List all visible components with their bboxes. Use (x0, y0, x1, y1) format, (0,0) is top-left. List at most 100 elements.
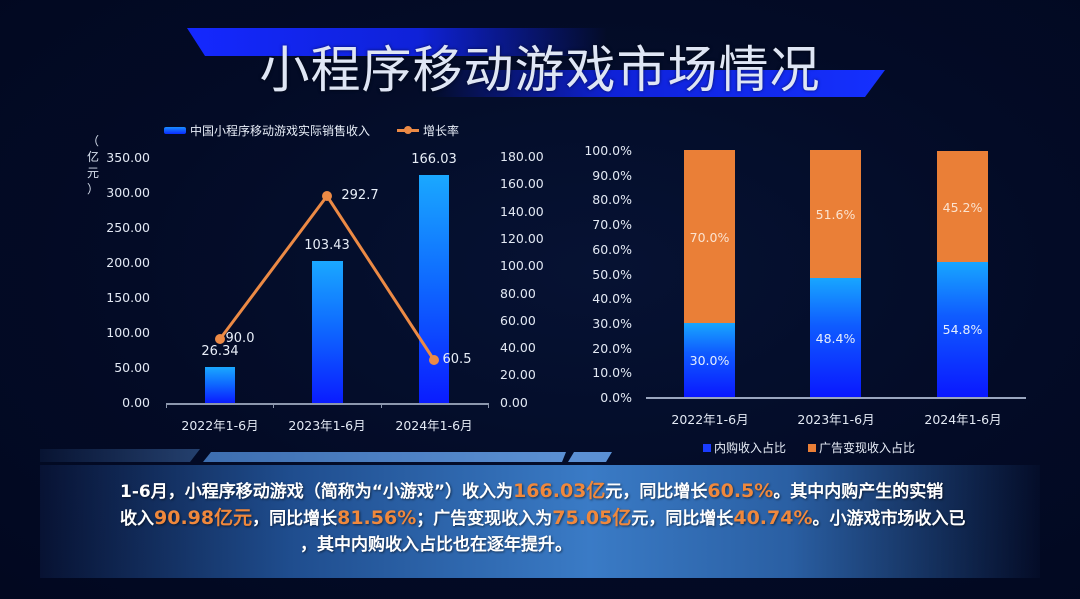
summary-line-1: 1-6月，小程序移动游戏（简称为“小游戏”）收入为166.03亿元，同比增长60… (100, 478, 980, 505)
y-tick-left: 0.00 (122, 395, 150, 410)
text: 。其中内购产生的实销 (773, 482, 944, 502)
ad-share-label: 70.0% (689, 230, 730, 245)
x-axis-label: 2024年1-6月 (924, 412, 1002, 427)
unit-char: （ (86, 134, 99, 148)
y-tick: 0.0% (600, 390, 632, 405)
y-tick-right: 40.00 (500, 340, 536, 355)
y-tick-right: 180.00 (500, 149, 544, 164)
legend-item-ad: 广告变现收入占比 (808, 439, 915, 456)
iap-share-label: 48.4% (815, 331, 856, 346)
growth-value-label: 292.7 (341, 188, 379, 203)
highlight-value: 166.03亿 (513, 480, 606, 502)
y-tick-right: 160.00 (500, 176, 544, 191)
x-axis-label: 2024年1-6月 (395, 418, 473, 433)
x-axis-label: 2022年1-6月 (671, 412, 749, 427)
y-tick-left: 350.00 (106, 150, 150, 165)
title-stripe-bottom (430, 70, 885, 97)
text: ，其中内购收入占比也在逐年提升。 (300, 535, 572, 555)
panel-deco-stripe (203, 452, 566, 462)
bar-value-label: 103.43 (304, 238, 350, 253)
x-axis-label: 2022年1-6月 (181, 418, 259, 433)
y-tick: 100.0% (584, 143, 632, 158)
summary-line-2: 收入90.98亿元，同比增长81.56%；广告变现收入为75.05亿元，同比增长… (100, 505, 980, 532)
panel-deco-stripe (568, 452, 612, 462)
text: ；广告变现收入为 (416, 509, 553, 529)
x-axis-line (646, 397, 1026, 399)
y-tick-left: 200.00 (106, 255, 150, 270)
highlight-value: 75.05亿 (552, 507, 632, 529)
y-tick-right: 0.00 (500, 395, 528, 410)
legend-item-growth: 增长率 (397, 122, 459, 139)
y-tick: 80.0% (592, 192, 632, 207)
y-tick: 30.0% (592, 316, 632, 331)
y-tick: 40.0% (592, 291, 632, 306)
y-tick: 10.0% (592, 365, 632, 380)
bar-value-label: 26.34 (201, 344, 239, 359)
ad-share-segment-2024 (937, 151, 988, 262)
text: ，同比增长 (252, 509, 338, 529)
unit-char: 元 (86, 166, 99, 180)
y-tick-right: 140.00 (500, 204, 544, 219)
summary-line-3: ，其中内购收入占比也在逐年提升。 (100, 532, 980, 558)
y-tick-left: 250.00 (106, 220, 150, 235)
growth-value-label: 90.0 (225, 331, 255, 346)
highlight-value: 40.74% (733, 507, 813, 529)
summary-panel (40, 465, 1040, 578)
x-axis-label: 2023年1-6月 (288, 418, 366, 433)
x-axis-tick (273, 403, 274, 408)
text: 。小游戏市场收入已 (812, 509, 966, 529)
iap-share-label: 54.8% (942, 322, 983, 337)
legend-item-iap: 内购收入占比 (703, 439, 786, 456)
ad-share-segment-2022 (684, 150, 735, 323)
title-stripe-top (187, 28, 607, 56)
legend-line-swatch (397, 126, 419, 134)
growth-value-label: 60.5 (442, 352, 472, 367)
y-tick-left: 300.00 (106, 185, 150, 200)
y-tick: 50.0% (592, 267, 632, 282)
ad-share-label: 45.2% (942, 200, 983, 215)
highlight-value: 81.56% (337, 507, 417, 529)
panel-deco-stripe (40, 449, 200, 462)
bar-value-label: 166.03 (411, 152, 457, 167)
y-tick-right: 100.00 (500, 258, 544, 273)
ad-share-segment-2023 (810, 150, 861, 278)
legend-label: 中国小程序移动游戏实际销售收入 (190, 124, 371, 138)
text: 收入 (120, 509, 154, 529)
highlight-value: 60.5% (707, 480, 774, 502)
y-tick-right: 120.00 (500, 231, 544, 246)
unit-char: ） (86, 182, 99, 196)
bar-2022 (205, 367, 235, 403)
x-axis-line (166, 403, 489, 405)
legend-item-revenue: 中国小程序移动游戏实际销售收入 (164, 122, 370, 139)
text: 元，同比增长 (631, 509, 734, 529)
y-tick-left: 100.00 (106, 325, 150, 340)
bar-2023 (312, 261, 343, 403)
x-axis-tick (381, 403, 382, 408)
y-tick: 20.0% (592, 341, 632, 356)
unit-char: 亿 (86, 150, 99, 164)
y-tick-left: 150.00 (106, 290, 150, 305)
text: 1-6月，小程序移动游戏（简称为“小游戏”）收入为 (120, 482, 514, 502)
x-axis-tick (166, 403, 167, 408)
y-tick-right: 60.00 (500, 313, 536, 328)
y-tick-left: 50.00 (114, 360, 150, 375)
text: 元，同比增长 (605, 482, 708, 502)
y-tick: 60.0% (592, 242, 632, 257)
y-tick-right: 80.00 (500, 286, 536, 301)
summary-text: 1-6月，小程序移动游戏（简称为“小游戏”）收入为166.03亿元，同比增长60… (100, 478, 980, 558)
legend-swatch-orange (808, 443, 816, 452)
legend-swatch-blue (703, 443, 711, 452)
iap-share-segment-2022 (684, 323, 735, 397)
page-title: 小程序移动游戏市场情况 (259, 41, 821, 99)
iap-share-segment-2024 (937, 262, 988, 397)
x-axis-label: 2023年1-6月 (797, 412, 875, 427)
y-tick: 70.0% (592, 217, 632, 232)
legend-label: 广告变现收入占比 (819, 441, 916, 455)
iap-share-label: 30.0% (689, 353, 730, 368)
legend-label: 内购收入占比 (714, 441, 787, 455)
y-tick-right: 20.00 (500, 367, 536, 382)
iap-share-segment-2023 (810, 278, 861, 397)
y-axis-unit-label: （ 亿 元 ） (86, 133, 100, 197)
highlight-value: 90.98亿元 (154, 507, 253, 529)
